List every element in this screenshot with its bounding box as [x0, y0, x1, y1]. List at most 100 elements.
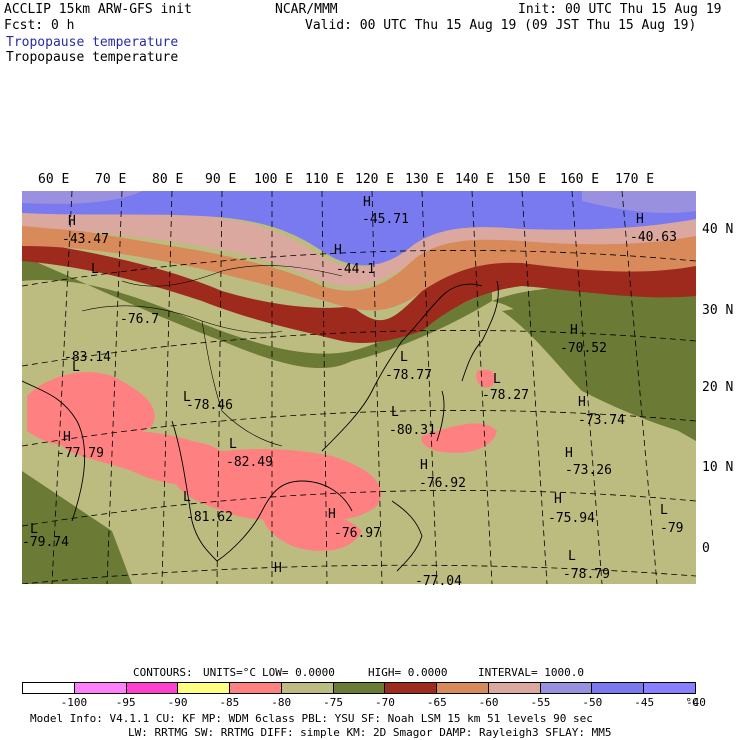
- color-legend-swatch: [126, 683, 179, 693]
- lon-label: 70 E: [95, 172, 127, 187]
- color-legend-swatch: [437, 683, 489, 693]
- color-legend-tick: -70: [374, 696, 395, 709]
- olive-band-south: [22, 471, 132, 584]
- pink-band: [22, 211, 696, 286]
- model-info-line2: LW: RRTMG SW: RRTMG DIFF: simple KM: 2D …: [128, 726, 612, 739]
- color-legend-swatch: [333, 683, 386, 693]
- color-legend-tick: -90: [167, 696, 188, 709]
- header-title-left: ACCLIP 15km ARW-GFS init: [4, 2, 192, 17]
- map-label-value: -81.62: [186, 510, 233, 525]
- contours-interval: INTERVAL= 1000.0: [478, 666, 584, 679]
- color-legend-tick: -60: [478, 696, 499, 709]
- lat-label: 20 N: [702, 380, 734, 395]
- color-legend-tick: -45: [634, 696, 655, 709]
- map-label-symbol: H: [565, 446, 573, 461]
- lon-label: 150 E: [507, 172, 547, 187]
- map-label-symbol: H: [636, 212, 644, 227]
- color-legend-tick: -75: [323, 696, 343, 709]
- map-label-symbol: L: [493, 372, 501, 387]
- header-valid-time: Valid: 00 UTC Thu 15 Aug 19 (09 JST Thu …: [305, 18, 697, 33]
- lon-label: 90 E: [205, 172, 237, 187]
- map-label-symbol: H: [570, 323, 578, 338]
- color-legend-swatch: [540, 683, 593, 693]
- map-label-value: -73.26: [565, 463, 612, 478]
- map-label-value: -45.71: [362, 212, 409, 227]
- map-label-value: -40.63: [630, 230, 677, 245]
- coastlines: [22, 280, 499, 572]
- map-label-symbol: L: [183, 390, 191, 405]
- map-label-value: -78.77: [385, 368, 432, 383]
- color-legend-tick: -65: [426, 696, 447, 709]
- map-label-symbol: H: [334, 243, 342, 258]
- map-label-value: -82.49: [226, 455, 273, 470]
- lon-label: 170 E: [615, 172, 655, 187]
- color-legend-tick: -55: [530, 696, 551, 709]
- header-forecast-hour: Fcst: 0 h: [4, 18, 75, 33]
- lat-label: 0: [702, 541, 710, 556]
- map-label-value: -76.92: [419, 476, 466, 491]
- map-label-symbol: H: [68, 214, 76, 229]
- map-label-symbol: H: [420, 458, 428, 473]
- map-label-symbol: L: [91, 262, 99, 277]
- color-legend-tick: -100: [60, 696, 88, 709]
- contours-high: HIGH= 0.0000: [368, 666, 448, 679]
- color-legend-tick: -40: [686, 696, 706, 709]
- map-label-value: -77.79: [57, 446, 104, 461]
- lon-label: 100 E: [254, 172, 294, 187]
- map-label-symbol: L: [660, 503, 668, 518]
- color-legend-tick: -80: [271, 696, 292, 709]
- map-label-value: -77.04: [415, 574, 462, 589]
- map-label-value: -43.47: [62, 232, 109, 247]
- lat-label: 40 N: [702, 222, 734, 237]
- color-legend-swatch: [230, 683, 282, 693]
- header-init-time: Init: 00 UTC Thu 15 Aug 19: [518, 2, 722, 17]
- map-label-value: -75.94: [548, 511, 595, 526]
- map-panel: [22, 191, 696, 584]
- lat-label: 10 N: [702, 460, 734, 475]
- map-label-value: -83.14: [64, 350, 111, 365]
- lon-label: 160 E: [560, 172, 600, 187]
- color-legend-swatch: [385, 683, 438, 693]
- lon-label: 130 E: [405, 172, 445, 187]
- lon-label: 140 E: [455, 172, 495, 187]
- salmon-patch-west: [27, 372, 155, 446]
- model-info-line1: Model Info: V4.1.1 CU: KF MP: WDM 6class…: [30, 712, 593, 725]
- map-label-value: -76.7: [120, 312, 160, 327]
- salmon-patch-indochina: [170, 449, 381, 521]
- color-legend-swatch: [488, 683, 541, 693]
- lon-label: 60 E: [38, 172, 70, 187]
- color-legend-tick: -50: [582, 696, 603, 709]
- map-label-value: -70.52: [560, 341, 607, 356]
- color-legend-swatch: [74, 683, 127, 693]
- lat-label: 30 N: [702, 303, 734, 318]
- field-title-shaded: Tropopause temperature: [6, 35, 179, 50]
- graticule: [22, 191, 696, 584]
- olive-band: [22, 256, 696, 441]
- map-label-value: -80.31: [389, 423, 436, 438]
- map-label-symbol: H: [274, 561, 282, 576]
- lon-label: 80 E: [152, 172, 184, 187]
- blue-top-light: [22, 191, 142, 204]
- map-label-symbol: H: [363, 195, 371, 210]
- map-label-symbol: L: [391, 405, 399, 420]
- contours-units: UNITS=°C: [203, 666, 256, 679]
- color-legend-swatch: [644, 683, 695, 693]
- map-label-value: -44.1: [336, 262, 376, 277]
- color-legend-swatch: [23, 683, 75, 693]
- map-label-symbol: H: [63, 430, 71, 445]
- contours-low: LOW= 0.0000: [262, 666, 335, 679]
- blue-top-light-east: [582, 191, 696, 213]
- map-label-value: -78.79: [563, 567, 610, 582]
- red-band: [22, 241, 696, 343]
- borders: [81, 265, 343, 447]
- map-label-symbol: H: [554, 492, 562, 507]
- blue-top: [22, 191, 696, 266]
- map-label-value: -78.46: [186, 398, 233, 413]
- color-legend-tick: -85: [219, 696, 240, 709]
- map-label-value: -79: [660, 521, 684, 536]
- map-label-symbol: L: [183, 490, 191, 505]
- map-label-value: -79.74: [22, 535, 69, 550]
- contours-label: CONTOURS:: [133, 666, 193, 679]
- header-title-center: NCAR/MMM: [275, 2, 338, 17]
- field-title-contour: Tropopause temperature: [6, 50, 179, 65]
